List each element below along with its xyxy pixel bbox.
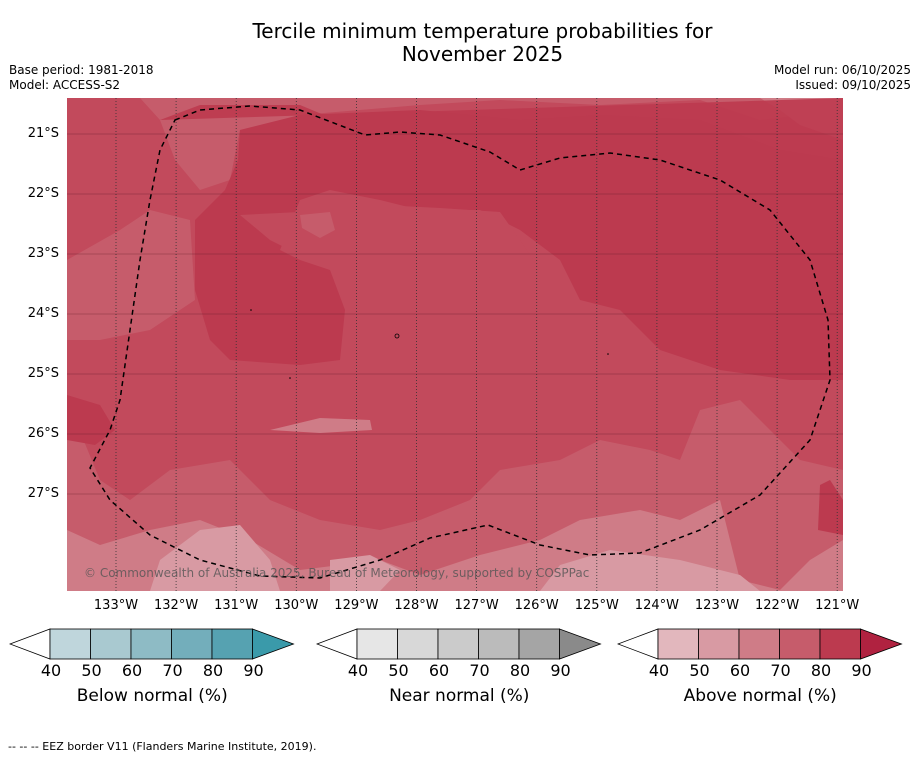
latitude-label: 23°S (27, 246, 59, 261)
colorbar-high-extension (860, 628, 903, 660)
longitude-label: 133°W (93, 598, 139, 613)
field-west-dark (67, 395, 115, 445)
longitude-label: 124°W (634, 598, 679, 613)
latitude-label: 21°S (27, 126, 59, 141)
longitude-label: 129°W (334, 598, 379, 613)
colorbar-segment (211, 628, 253, 660)
colorbar-segment (738, 628, 780, 660)
colorbar-segment (518, 628, 560, 660)
colorbar-segment (171, 628, 213, 660)
field-central-dark (195, 110, 843, 380)
meta-left: Base period: 1981-2018 Model: ACCESS-S2 (9, 63, 154, 93)
longitude-label: 132°W (154, 598, 199, 613)
eez-footnote: -- -- -- EEZ border V11 (Flanders Marine… (8, 740, 317, 753)
colorbar-tick-label: 60 (121, 661, 143, 680)
colorbar-tick-label: 90 (851, 661, 872, 680)
map-gridlines (67, 98, 843, 591)
colorbar-tick-label: 60 (428, 661, 450, 680)
colorbar-tick-label: 50 (689, 661, 710, 680)
field-patch (300, 212, 335, 238)
latitude-label: 24°S (27, 306, 59, 321)
island-marker (289, 377, 291, 379)
model-name: Model: ACCESS-S2 (9, 78, 121, 92)
latitude-label: 26°S (27, 426, 59, 441)
colorbar-low-extension (617, 628, 659, 660)
longitude-label: 123°W (694, 598, 740, 613)
colorbar-segment (657, 628, 699, 660)
colorbar-tick-label: 50 (388, 661, 409, 680)
colorbar-low-extension (316, 628, 358, 660)
colorbar-tick-label: 40 (648, 661, 670, 680)
colorbar-high-extension (559, 628, 602, 660)
colorbar (316, 628, 602, 660)
colorbar-tick-label: 70 (469, 661, 490, 680)
base-period: Base period: 1981-2018 (9, 63, 154, 77)
field-sw-lightest (150, 525, 280, 591)
colorbar-tick-label: 80 (810, 661, 832, 680)
colorbar-title: Below normal (%) (76, 686, 228, 706)
colorbar-high-extension (252, 628, 295, 660)
colorbar (9, 628, 295, 660)
map-title-line1: Tercile minimum temperature probabilitie… (252, 19, 713, 43)
colorbar-segment (49, 628, 91, 660)
longitude-label: 122°W (755, 598, 800, 613)
colorbar-segment (819, 628, 861, 660)
latitude-label: 27°S (27, 486, 59, 501)
colorbar-segment (698, 628, 740, 660)
eez-border (89, 105, 831, 579)
colorbar-segment (779, 628, 821, 660)
colorbar-title: Above normal (%) (683, 686, 837, 706)
colorbar-tick-label: 70 (770, 661, 791, 680)
colorbar-tick-label: 80 (202, 661, 224, 680)
model-run: Model run: 06/10/2025 (773, 63, 911, 77)
colorbar-tick-label: 40 (40, 661, 62, 680)
colorbar-tick-label: 80 (509, 661, 531, 680)
longitude-label: 127°W (454, 598, 499, 613)
longitude-label: 130°W (274, 598, 319, 613)
latitude-label: 22°S (27, 186, 59, 201)
colorbar-tick-label: 60 (729, 661, 751, 680)
colorbar-tick-label: 90 (550, 661, 571, 680)
colorbar-segment (437, 628, 479, 660)
probability-field (67, 98, 843, 591)
colorbar-segment (397, 628, 439, 660)
longitude-label: 131°W (214, 598, 259, 613)
field-se-lightest (540, 550, 760, 591)
island-marker (394, 333, 400, 339)
field-west-light (67, 210, 195, 340)
longitude-label: 121°W (815, 598, 860, 613)
longitude-label: 125°W (574, 598, 619, 613)
issued-date: Issued: 09/10/2025 (795, 78, 911, 92)
colorbar-title: Near normal (%) (389, 686, 530, 706)
meta-right: Model run: 06/10/2025 Issued: 09/10/2025 (774, 63, 911, 93)
colorbar-segment (90, 628, 132, 660)
colorbar-segment (130, 628, 172, 660)
island-marker (607, 353, 609, 355)
latitude-label: 25°S (27, 366, 59, 381)
colorbar-low-extension (9, 628, 51, 660)
field-s-lightest (330, 555, 400, 591)
longitude-label: 128°W (394, 598, 439, 613)
map-title: Tercile minimum temperature probabilitie… (0, 20, 919, 66)
colorbar (617, 628, 903, 660)
colorbar-segment (356, 628, 398, 660)
colorbar-segment (478, 628, 520, 660)
island-marker (250, 309, 252, 311)
field-north-dark (160, 98, 843, 360)
longitude-label: 126°W (514, 598, 559, 613)
colorbar-tick-label: 90 (243, 661, 264, 680)
colorbar-tick-label: 50 (81, 661, 102, 680)
colorbar-tick-label: 40 (347, 661, 369, 680)
copyright-notice: © Commonwealth of Australia 2025, Bureau… (84, 566, 590, 580)
colorbar-tick-label: 70 (162, 661, 183, 680)
field-streak (270, 418, 372, 433)
map-title-line2: November 2025 (401, 42, 564, 66)
